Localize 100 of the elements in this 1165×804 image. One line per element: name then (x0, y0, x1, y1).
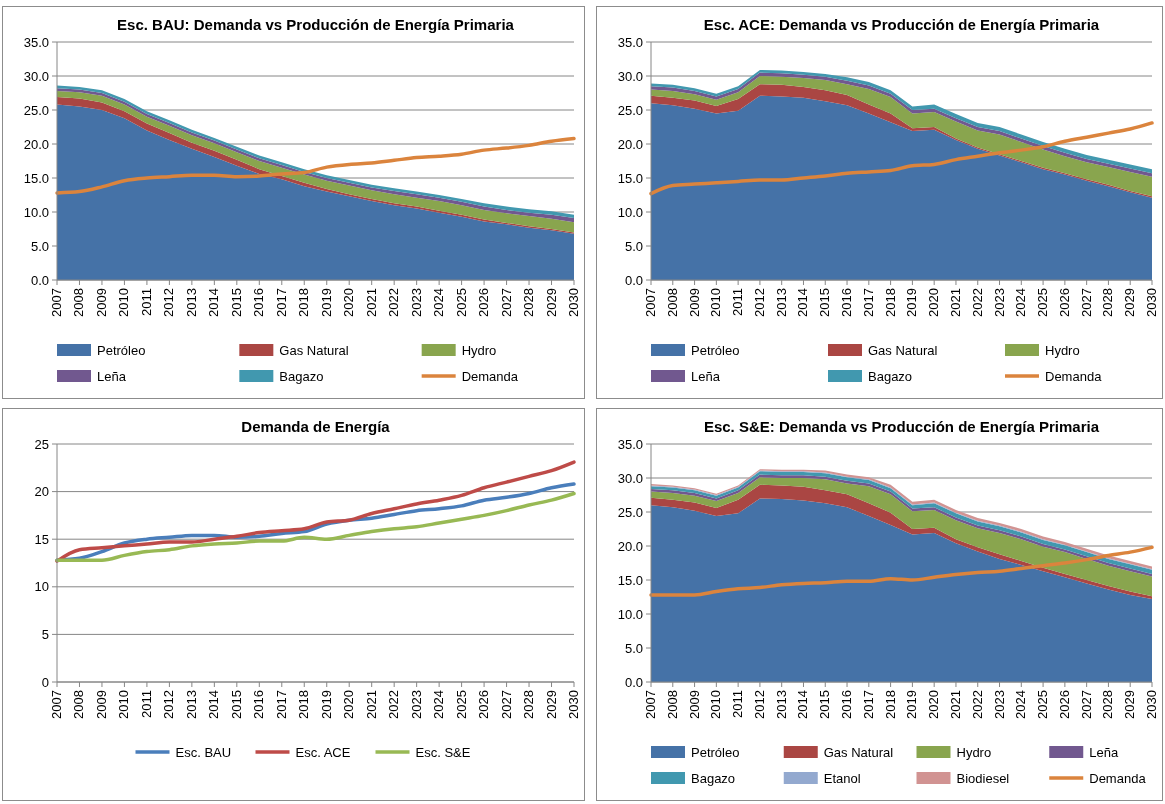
x-tick-label: 2011 (138, 288, 154, 316)
y-tick-label: 35.0 (617, 34, 643, 50)
x-tick-label: 2010 (116, 288, 132, 317)
x-tick-label: 2026 (476, 690, 492, 719)
x-tick-label: 2013 (773, 288, 789, 317)
legend-label: Leña (97, 368, 127, 384)
x-tick-label: 2025 (453, 288, 469, 317)
legend-label: Leña (691, 368, 721, 384)
x-tick-label: 2023 (991, 288, 1007, 317)
y-tick-label: 25.0 (617, 504, 643, 520)
x-tick-label: 2030 (1144, 288, 1159, 317)
x-tick-label: 2021 (363, 288, 379, 317)
y-tick-label: 10 (34, 579, 49, 595)
legend-label: Hydro (956, 744, 992, 760)
y-tick-label: 25.0 (617, 102, 643, 118)
x-tick-label: 2020 (341, 690, 357, 719)
x-tick-label: 2014 (795, 690, 811, 719)
x-tick-label: 2028 (1100, 288, 1116, 317)
y-tick-label: 0.0 (624, 272, 643, 288)
y-tick-label: 20 (34, 484, 49, 500)
x-tick-label: 2019 (904, 690, 920, 719)
x-tick-label: 2028 (521, 288, 537, 317)
legend-label: Petróleo (691, 744, 740, 760)
x-tick-label: 2009 (93, 288, 109, 317)
x-tick-label: 2018 (296, 690, 312, 719)
x-tick-label: 2017 (860, 288, 876, 317)
legend-label: Gas Natural (823, 744, 894, 760)
x-tick-label: 2018 (882, 288, 898, 317)
x-tick-label: 2029 (543, 288, 559, 317)
x-tick-label: 2030 (1144, 690, 1159, 719)
y-tick-label: 20.0 (617, 538, 643, 554)
x-tick-label: 2016 (839, 690, 855, 719)
x-tick-label: 2018 (882, 690, 898, 719)
x-tick-label: 2017 (273, 690, 289, 719)
legend-label: Bagazo (868, 368, 913, 384)
x-tick-label: 2024 (431, 288, 447, 317)
y-tick-label: 20.0 (617, 136, 643, 152)
x-tick-label: 2007 (643, 690, 658, 719)
legend-label: Gas Natural (279, 342, 349, 358)
x-tick-label: 2010 (116, 690, 132, 719)
x-tick-label: 2023 (408, 288, 424, 317)
x-tick-label: 2026 (476, 288, 492, 317)
x-tick-label: 2015 (817, 288, 833, 317)
x-tick-label: 2027 (1078, 690, 1094, 719)
legend-label: Petróleo (97, 342, 146, 358)
legend-label: Hydro (461, 342, 497, 358)
y-tick-label: 5 (41, 626, 49, 642)
legend-label: Demanda (1089, 770, 1147, 786)
x-tick-label: 2012 (751, 288, 767, 317)
chart-title: Esc. BAU: Demanda vs Producción de Energía Primaria (117, 16, 515, 33)
y-tick-label: 30.0 (617, 68, 643, 84)
legend-label: Esc. BAU (175, 744, 232, 760)
y-tick-label: 15 (34, 531, 49, 547)
y-tick-label: 5.0 (624, 640, 643, 656)
x-tick-label: 2018 (296, 288, 312, 317)
x-tick-label: 2019 (904, 288, 920, 317)
line-series (55, 460, 576, 563)
legend-label: Biodiesel (956, 770, 1010, 786)
x-tick-label: 2025 (1035, 288, 1051, 317)
legend-label: Leña (1089, 744, 1119, 760)
x-tick-label: 2008 (71, 690, 87, 719)
x-tick-label: 2010 (708, 288, 724, 317)
x-tick-label: 2019 (318, 690, 334, 719)
x-tick-label: 2026 (1056, 288, 1072, 317)
x-tick-label: 2016 (251, 288, 267, 317)
x-tick-label: 2030 (566, 288, 581, 317)
x-tick-label: 2025 (1035, 690, 1051, 719)
x-tick-label: 2013 (183, 690, 199, 719)
x-tick-label: 2022 (969, 690, 985, 719)
x-tick-label: 2020 (341, 288, 357, 317)
line-series (649, 121, 1154, 196)
x-tick-label: 2019 (318, 288, 334, 317)
x-tick-label: 2013 (183, 288, 199, 317)
y-tick-label: 10.0 (617, 204, 643, 220)
x-tick-label: 2017 (273, 288, 289, 317)
x-tick-label: 2026 (1056, 690, 1072, 719)
x-tick-label: 2011 (138, 690, 154, 718)
y-tick-label: 0.0 (30, 272, 49, 288)
x-tick-label: 2011 (730, 690, 746, 718)
y-tick-label: 15.0 (23, 170, 49, 186)
x-tick-label: 2025 (453, 690, 469, 719)
legend-label: Petróleo (691, 342, 740, 358)
x-tick-label: 2014 (206, 288, 222, 317)
line-series (55, 136, 576, 195)
legend-label: Etanol (823, 770, 861, 786)
x-tick-label: 2015 (817, 690, 833, 719)
x-tick-label: 2015 (228, 288, 244, 317)
x-tick-label: 2008 (664, 288, 680, 317)
x-tick-label: 2029 (543, 690, 559, 719)
x-tick-label: 2027 (498, 690, 514, 719)
x-tick-label: 2010 (708, 690, 724, 719)
x-tick-label: 2016 (251, 690, 267, 719)
x-tick-label: 2027 (1078, 288, 1094, 317)
legend-label: Esc. ACE (295, 744, 351, 760)
legend-label: Bagazo (279, 368, 324, 384)
x-tick-label: 2007 (49, 288, 64, 317)
x-tick-label: 2016 (839, 288, 855, 317)
chart-title: Esc. S&E: Demanda vs Producción de Energía Primaria (703, 418, 1100, 435)
x-tick-label: 2012 (751, 690, 767, 719)
x-tick-label: 2027 (498, 288, 514, 317)
